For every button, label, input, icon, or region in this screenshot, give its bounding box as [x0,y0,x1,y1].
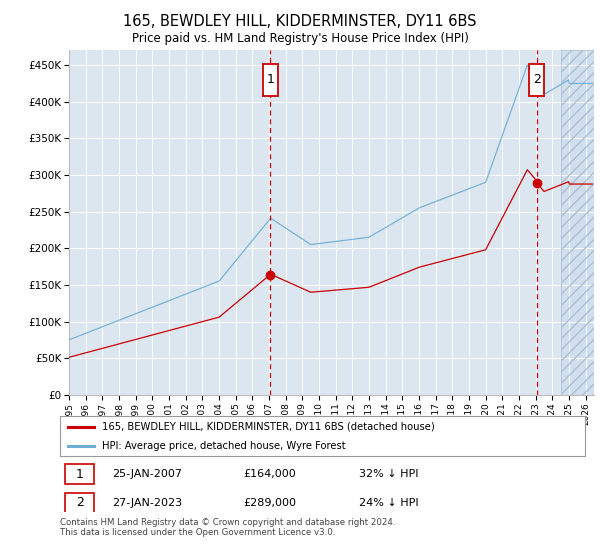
Text: 27-JAN-2023: 27-JAN-2023 [113,498,182,508]
FancyBboxPatch shape [529,64,544,96]
Text: Contains HM Land Registry data © Crown copyright and database right 2024.
This d: Contains HM Land Registry data © Crown c… [60,518,395,538]
Text: HPI: Average price, detached house, Wyre Forest: HPI: Average price, detached house, Wyre… [102,441,346,450]
Text: 2: 2 [76,496,83,510]
FancyBboxPatch shape [263,64,278,96]
Text: Price paid vs. HM Land Registry's House Price Index (HPI): Price paid vs. HM Land Registry's House … [131,32,469,45]
Text: £164,000: £164,000 [244,469,296,479]
Text: 165, BEWDLEY HILL, KIDDERMINSTER, DY11 6BS (detached house): 165, BEWDLEY HILL, KIDDERMINSTER, DY11 6… [102,422,435,432]
FancyBboxPatch shape [65,493,94,513]
Text: 1: 1 [76,468,83,480]
Text: 32% ↓ HPI: 32% ↓ HPI [359,469,419,479]
Text: 2: 2 [533,73,541,86]
Text: 165, BEWDLEY HILL, KIDDERMINSTER, DY11 6BS: 165, BEWDLEY HILL, KIDDERMINSTER, DY11 6… [123,14,477,29]
FancyBboxPatch shape [65,464,94,484]
Text: £289,000: £289,000 [244,498,297,508]
Text: 1: 1 [266,73,274,86]
Text: 25-JAN-2007: 25-JAN-2007 [113,469,182,479]
Bar [560,50,594,395]
Text: 24% ↓ HPI: 24% ↓ HPI [359,498,419,508]
